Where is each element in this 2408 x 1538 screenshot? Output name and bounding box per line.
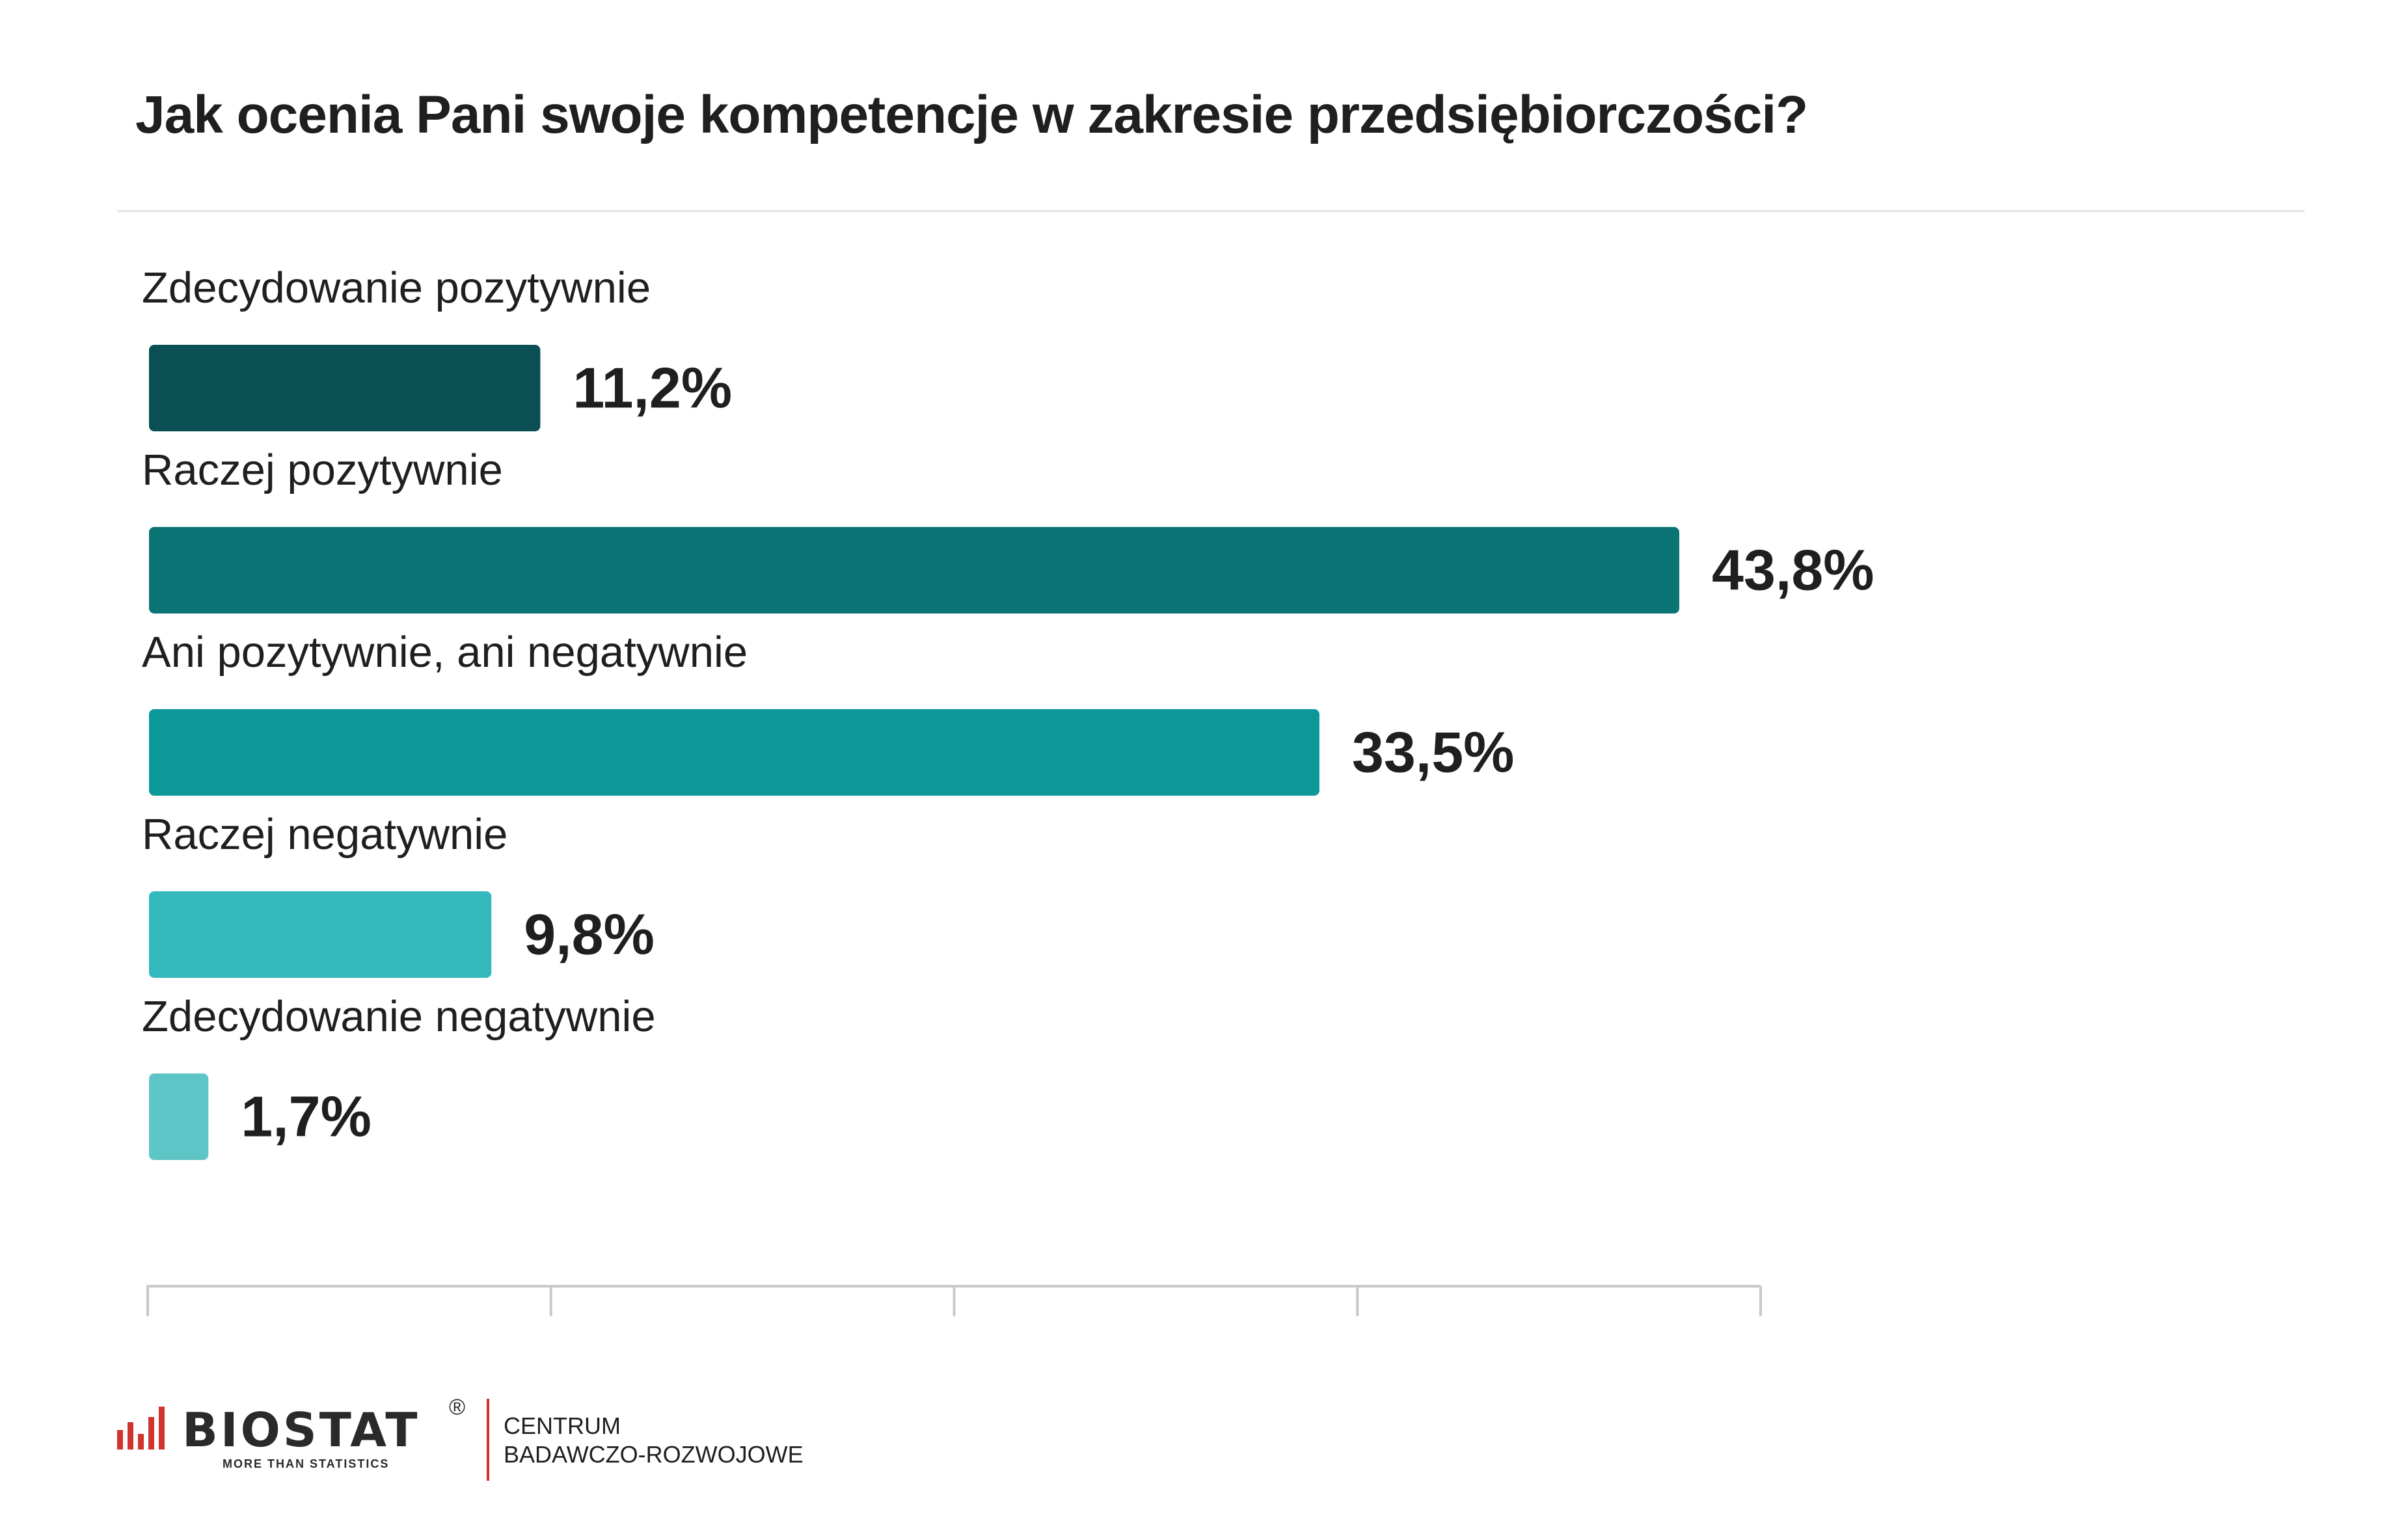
category-label: Raczej pozytywnie bbox=[142, 446, 503, 494]
category-label: Zdecydowanie pozytywnie bbox=[142, 263, 651, 312]
logo-bars-icon bbox=[117, 1407, 165, 1450]
footer-separator bbox=[487, 1399, 489, 1481]
bar bbox=[149, 891, 492, 978]
logo-wordmark: BIOSTAT bbox=[182, 1403, 420, 1457]
bar bbox=[149, 527, 1679, 614]
value-label: 43,8% bbox=[1712, 538, 1874, 602]
footer-unit-line2: BADAWCZO-ROZWOJOWE bbox=[504, 1441, 804, 1468]
value-label: 1,7% bbox=[241, 1085, 372, 1149]
bar bbox=[149, 345, 541, 431]
category-label: Zdecydowanie negatywnie bbox=[142, 992, 656, 1041]
category-label: Raczej negatywnie bbox=[142, 810, 507, 859]
value-label: 33,5% bbox=[1352, 720, 1515, 785]
title-divider bbox=[117, 210, 2305, 212]
chart-title: Jak ocenia Pani swoje kompetencje w zakr… bbox=[135, 85, 1808, 144]
logo-tagline: MORE THAN STATISTICS bbox=[223, 1457, 390, 1470]
value-label: 11,2% bbox=[573, 356, 732, 420]
footer-unit-line1: CENTRUM bbox=[504, 1412, 621, 1439]
bar bbox=[149, 709, 1319, 796]
logo-registered-mark: ® bbox=[449, 1395, 466, 1420]
bar-chart: Zdecydowanie pozytywnie 11,2% Raczej pozyt… bbox=[142, 263, 1874, 1316]
footer-unit-name: CENTRUM BADAWCZO-ROZWOJOWE bbox=[504, 1412, 804, 1469]
bar bbox=[149, 1073, 209, 1160]
category-label: Ani pozytywnie, ani negatywnie bbox=[142, 628, 748, 677]
value-label: 9,8% bbox=[524, 902, 655, 967]
